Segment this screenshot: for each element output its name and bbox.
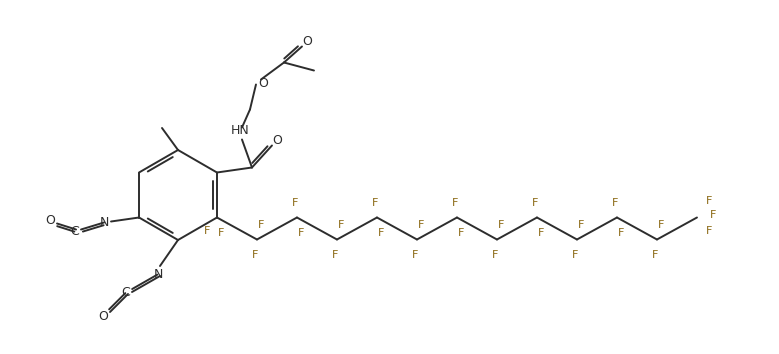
Text: F: F <box>218 228 224 239</box>
Text: F: F <box>706 196 712 206</box>
Text: C: C <box>71 225 79 238</box>
Text: F: F <box>498 221 504 230</box>
Text: F: F <box>418 221 424 230</box>
Text: F: F <box>298 228 304 238</box>
Text: F: F <box>652 250 658 259</box>
Text: O: O <box>45 214 55 227</box>
Text: F: F <box>412 250 418 259</box>
Text: F: F <box>458 228 464 238</box>
Text: C: C <box>122 286 130 299</box>
Text: F: F <box>618 228 624 238</box>
Text: F: F <box>710 211 716 221</box>
Text: F: F <box>204 227 210 236</box>
Text: F: F <box>657 221 664 230</box>
Text: F: F <box>372 199 378 209</box>
Text: F: F <box>706 227 712 236</box>
Text: F: F <box>612 199 619 209</box>
Text: O: O <box>302 35 312 48</box>
Text: O: O <box>258 77 268 90</box>
Text: O: O <box>272 134 282 147</box>
Text: F: F <box>452 199 458 209</box>
Text: HN: HN <box>231 124 249 137</box>
Text: F: F <box>332 250 338 259</box>
Text: F: F <box>252 250 258 259</box>
Text: N: N <box>100 216 109 229</box>
Text: N: N <box>153 268 163 281</box>
Text: F: F <box>338 221 344 230</box>
Text: F: F <box>258 221 264 230</box>
Text: O: O <box>98 310 108 324</box>
Text: F: F <box>578 221 584 230</box>
Text: F: F <box>378 228 384 238</box>
Text: F: F <box>572 250 578 259</box>
Text: F: F <box>538 228 545 238</box>
Text: F: F <box>292 199 298 209</box>
Text: F: F <box>532 199 538 209</box>
Text: F: F <box>492 250 498 259</box>
